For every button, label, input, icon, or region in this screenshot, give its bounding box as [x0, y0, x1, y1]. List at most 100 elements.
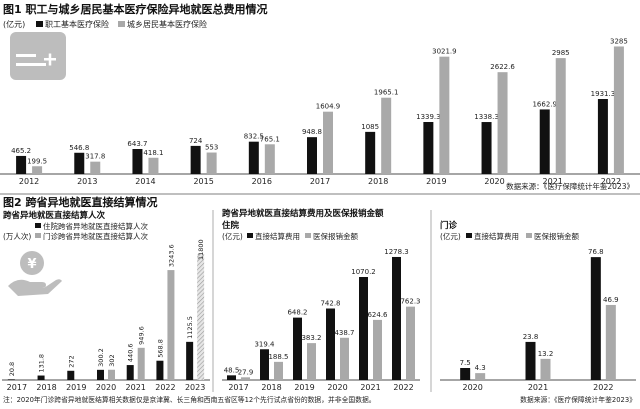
data-label: 319.4 [254, 340, 275, 348]
data-label: 3243.6 [167, 244, 175, 267]
data-label: 3285 [610, 37, 628, 45]
x-tick-label: 2019 [426, 177, 446, 186]
coin-hand-icon: ¥ [8, 251, 62, 296]
bar-series2 [90, 161, 101, 174]
panel-b-legend-1: 医保报销金额 [313, 231, 358, 241]
bar-series1 [227, 375, 236, 380]
bar-series2 [137, 347, 145, 380]
bar-series1 [597, 99, 608, 174]
data-label: 76.8 [588, 248, 604, 256]
panel-a-legend-swatch-0 [35, 223, 41, 228]
fig1-legend-1: 城乡居民基本医疗保险 [127, 19, 207, 29]
data-label: 643.7 [127, 140, 147, 148]
fig2-source: 数据来源：《医疗保障统计年鉴2023》 [520, 395, 636, 404]
x-tick-label: 2012 [19, 177, 39, 186]
bar-series2 [340, 337, 349, 380]
panel-b-legend-0: 直接结算费用 [255, 231, 300, 241]
data-label: 46.9 [603, 296, 619, 304]
x-tick-label: 2018 [36, 383, 56, 392]
data-label: 199.5 [27, 157, 47, 165]
x-tick-label: 2023 [185, 383, 205, 392]
data-label: 440.6 [127, 343, 135, 362]
panel-b-unit: (亿元) [222, 231, 243, 241]
data-label: 948.8 [302, 128, 322, 136]
bar-series1 [97, 369, 104, 380]
panel-c-title: 门诊 [440, 220, 458, 231]
bar-series1 [156, 360, 164, 380]
data-label: 2985 [552, 49, 570, 57]
data-label: 762.3 [400, 298, 420, 306]
svg-text:¥: ¥ [27, 257, 36, 272]
data-label: 188.5 [268, 353, 288, 361]
data-label: 949.6 [138, 326, 146, 345]
bar-series1 [525, 341, 536, 380]
bar-series1 [186, 341, 194, 380]
x-tick-label: 2013 [77, 177, 97, 186]
x-tick-label: 2020 [484, 177, 504, 186]
data-label: 3021.9 [432, 48, 457, 56]
bar-series1 [460, 368, 471, 380]
data-label: 742.8 [320, 300, 340, 308]
bar-series1 [359, 277, 368, 380]
panel-c-legend-0: 直接结算费用 [474, 231, 519, 241]
data-label: 1278.3 [384, 248, 409, 256]
fig1-source: 数据来源：《医疗保障统计年鉴2023》 [506, 181, 634, 191]
fig2-panel-a-header: 跨省异地就医直接结算人次 住院跨省异地就医直接结算人次 (万人次) 门诊跨省异地… [3, 210, 148, 241]
data-label: 272 [67, 355, 75, 367]
data-label: 2622.6 [490, 63, 515, 71]
bar-series1 [260, 349, 269, 380]
data-label: 48.5 [224, 366, 240, 374]
panel-a-title: 跨省异地就医直接结算人次 [3, 210, 106, 221]
bar-series2 [307, 343, 316, 380]
data-label: 302 [108, 354, 116, 366]
bar-series1 [392, 256, 401, 380]
fig1-legend-swatch-0 [36, 21, 43, 27]
panel-a-legend-0: 住院跨省异地就医直接结算人次 [43, 221, 148, 231]
bar-series1 [365, 131, 376, 174]
bar-series2 [206, 152, 217, 174]
bar-series1 [423, 122, 434, 174]
x-tick-label: 2022 [393, 383, 413, 392]
x-tick-label: 2019 [66, 383, 86, 392]
fig1-legend-swatch-1 [118, 21, 125, 27]
bar-series2 [148, 157, 159, 174]
fig2-plot-b: 2017 48.527.9 2018 319.4 188.5 2019 648.2 383.2… [222, 248, 421, 392]
panel-c-unit: (亿元) [440, 231, 461, 241]
panel-b-legend-swatch-1 [305, 233, 311, 238]
data-label: 4.3 [475, 364, 486, 372]
panel-a-legend-1: 门诊跨省异地就医直接结算人次 [43, 231, 148, 241]
bar-series1 [132, 149, 143, 174]
data-label: 300.2 [97, 348, 105, 367]
bar-series2 [555, 58, 566, 174]
x-tick-label: 2022 [593, 383, 613, 392]
data-label: 568.8 [156, 339, 164, 358]
panel-b-title: 跨省异地就医直接结算费用及医保报销金额 [222, 208, 384, 219]
x-tick-label: 2018 [368, 177, 388, 186]
panel-b-subtitle: 住院 [222, 220, 240, 231]
x-tick-label: 2021 [126, 383, 146, 392]
bar-series2 [32, 166, 43, 174]
data-label: 11800 [197, 239, 205, 260]
data-label: 7.5 [460, 359, 471, 367]
data-label: 624.6 [367, 311, 388, 319]
data-label: 765.1 [260, 135, 280, 143]
data-label: 131.8 [38, 354, 46, 373]
fig2-footnote: 注：2020年门诊跨省异地就医结算相关数据仅是京津冀、长三角和西南五省区等12个… [3, 395, 376, 404]
data-label: 438.7 [334, 329, 354, 337]
data-label: 1338.3 [474, 113, 499, 121]
x-tick-label: 2014 [135, 177, 155, 186]
fig2-title: 图2 跨省异地就医直接结算情况 [3, 195, 157, 209]
bar-series1 [37, 375, 45, 380]
fig1-header: 图1 职工与城乡居民基本医疗保险异地就医总费用情况 (亿元) 职工基本医疗保险 … [3, 2, 267, 29]
fig2-plot-a: 2017 20.8 2018 131.8 2019 272 2020 300.2 302 2021… [2, 239, 210, 392]
fig2-panel-b-header: 跨省异地就医直接结算费用及医保报销金额 住院 (亿元) 直接结算费用 医保报销金… [222, 208, 384, 241]
bar-series1 [126, 365, 134, 380]
fig2-plot-c: 2020 7.5 4.3 2021 23.8 13.2 2022 76.8 46.9 [440, 248, 636, 392]
x-tick-label: 2016 [252, 177, 272, 186]
data-label: 1965.1 [374, 89, 399, 97]
bar-series1 [590, 257, 601, 380]
data-label: 1070.2 [351, 268, 376, 276]
bar-series1 [481, 122, 492, 174]
